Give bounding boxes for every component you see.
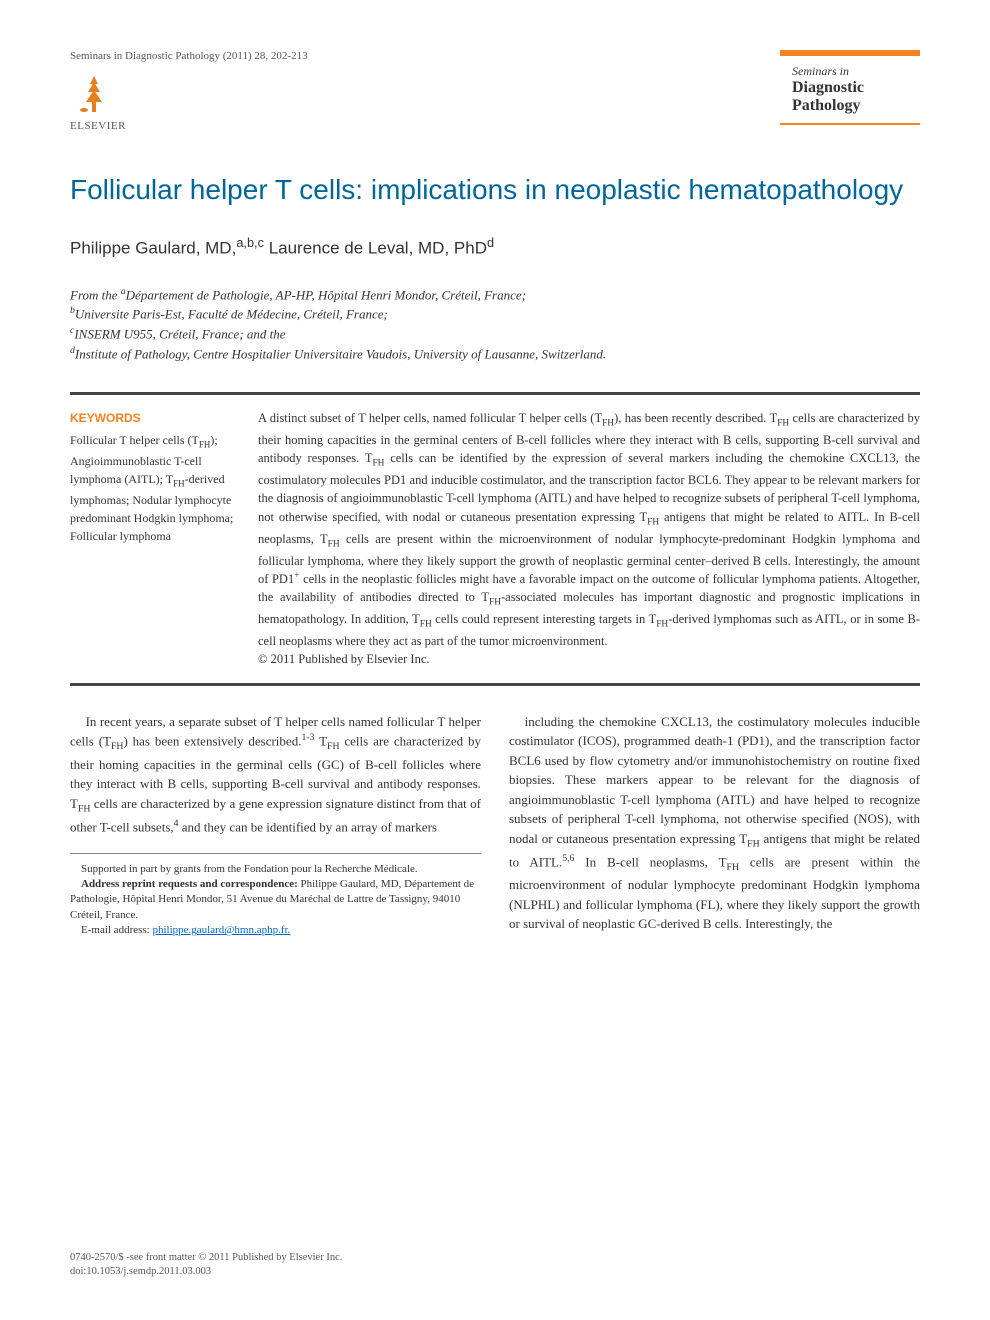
publisher-logo: ELSEVIER (70, 70, 308, 132)
keywords-heading: KEYWORDS (70, 409, 240, 427)
abstract-text: A distinct subset of T helper cells, nam… (258, 409, 920, 669)
footnote-support: Supported in part by grants from the Fon… (70, 862, 481, 877)
affiliation: From the aDépartement de Pathologie, AP-… (70, 285, 920, 305)
journal-line1: Seminars in (792, 64, 908, 79)
authors-line: Philippe Gaulard, MD,a,b,c Laurence de L… (70, 235, 920, 259)
affiliation: dInstitute of Pathology, Centre Hospital… (70, 344, 920, 364)
body-col-right: including the chemokine CXCL13, the cost… (509, 712, 920, 939)
affiliations-block: From the aDépartement de Pathologie, AP-… (70, 285, 920, 364)
footer-line1: 0740-2570/$ -see front matter © 2011 Pub… (70, 1251, 342, 1266)
abstract-block: KEYWORDS Follicular T helper cells (TFH)… (70, 392, 920, 686)
body-paragraph: including the chemokine CXCL13, the cost… (509, 712, 920, 934)
header-left: Seminars in Diagnostic Pathology (2011) … (70, 50, 308, 132)
citation-line: Seminars in Diagnostic Pathology (2011) … (70, 50, 308, 62)
footer-line2: doi:10.1053/j.semdp.2011.03.003 (70, 1265, 342, 1280)
footnote-reprint: Address reprint requests and corresponde… (70, 877, 481, 923)
email-link[interactable]: philippe.gaulard@hmn.aphp.fr. (152, 924, 290, 936)
page-header: Seminars in Diagnostic Pathology (2011) … (70, 50, 920, 132)
footnotes-block: Supported in part by grants from the Fon… (70, 853, 481, 939)
journal-title-box: Seminars in Diagnostic Pathology (780, 50, 920, 125)
body-paragraph: In recent years, a separate subset of T … (70, 712, 481, 837)
affiliation: cINSERM U955, Créteil, France; and the (70, 324, 920, 344)
affiliation: bUniversite Paris-Est, Faculté de Médeci… (70, 304, 920, 324)
keywords-column: KEYWORDS Follicular T helper cells (TFH)… (70, 409, 240, 669)
page-footer: 0740-2570/$ -see front matter © 2011 Pub… (70, 1251, 342, 1280)
publisher-name: ELSEVIER (70, 120, 126, 132)
body-columns: In recent years, a separate subset of T … (70, 712, 920, 939)
footnote-email: E-mail address: philippe.gaulard@hmn.aph… (70, 923, 481, 938)
elsevier-tree-icon (70, 70, 118, 118)
article-title: Follicular helper T cells: implications … (70, 172, 920, 207)
journal-line2: Diagnostic (792, 79, 908, 97)
keywords-list: Follicular T helper cells (TFH); Angioim… (70, 431, 240, 545)
body-col-left: In recent years, a separate subset of T … (70, 712, 481, 939)
journal-line3: Pathology (792, 97, 908, 115)
